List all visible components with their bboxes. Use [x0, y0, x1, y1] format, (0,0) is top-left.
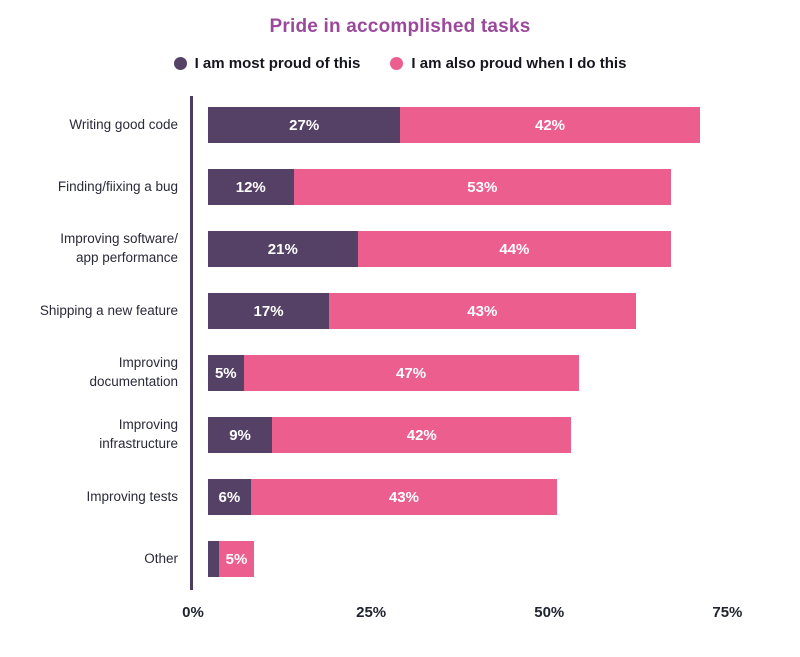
legend-item-most-proud: I am most proud of this [173, 55, 361, 72]
bar-track: 5% 47% [208, 355, 778, 391]
bar-value-label: 5% [214, 364, 237, 382]
x-axis: 0% 25% 50% 75% [182, 604, 763, 634]
category-label: Finding/fiixing a bug [57, 178, 178, 194]
bar-row: Improving software/ app performance 21% 44… [0, 218, 800, 280]
bar-segment-most-proud: 9% [208, 417, 273, 453]
bar-row: Writing good code 27% 42% [0, 94, 800, 156]
bar-track: 5% [208, 541, 778, 577]
bar-value-label: 9% [229, 426, 251, 444]
bar-segment-most-proud [208, 541, 219, 577]
bar-track: 21% 44% [208, 231, 778, 267]
category-label: Improving infrastructure [99, 417, 178, 451]
bar-row: Improving infrastructure 9% 42% [0, 404, 800, 466]
bar-segment-most-proud: 21% [208, 231, 358, 267]
bar-value-label: 43% [467, 302, 498, 320]
bar-segment-also-proud: 43% [250, 479, 558, 515]
bar-segment-most-proud: 17% [208, 293, 330, 329]
bar-value-label: 42% [534, 116, 566, 134]
bar-row: Finding/fiixing a bug 12% 53% [0, 156, 800, 218]
legend-label-also-proud: I am also proud when I do this [411, 55, 627, 72]
bar-segment-most-proud: 12% [208, 169, 294, 205]
bar-segment-most-proud: 6% [208, 479, 251, 515]
bar-segment-also-proud: 42% [400, 107, 700, 143]
bar-track: 27% 42% [208, 107, 778, 143]
x-axis-tick-label: 25% [356, 604, 387, 621]
bar-track: 9% 42% [208, 417, 778, 453]
y-axis-line [190, 96, 193, 590]
bar-row: Shipping a new feature 17% 43% [0, 280, 800, 342]
legend-item-also-proud: I am also proud when I do this [390, 55, 626, 72]
bar-row: Improving documentation 5% 47% [0, 342, 800, 404]
chart-title: Pride in accomplished tasks [269, 16, 531, 37]
bar-segment-also-proud: 5% [218, 541, 255, 577]
category-label: Writing good code [69, 116, 178, 132]
bar-value-label: 27% [289, 116, 320, 134]
bar-value-label: 44% [499, 240, 530, 258]
legend-label-most-proud: I am most proud of this [194, 55, 361, 72]
bar-segment-most-proud: 5% [208, 355, 244, 391]
bar-value-label: 43% [388, 488, 419, 506]
bar-value-label: 47% [396, 364, 427, 382]
bar-segment-also-proud: 43% [329, 293, 636, 329]
bar-value-label: 12% [235, 178, 266, 196]
x-axis-tick-label: 75% [712, 604, 743, 621]
x-axis-tick-label: 0% [182, 604, 204, 621]
category-label: Shipping a new feature [39, 302, 178, 318]
bar-value-label: 53% [467, 178, 498, 196]
bar-track: 12% 53% [208, 169, 778, 205]
bar-track: 17% 43% [208, 293, 778, 329]
legend-dot-also-proud-icon [390, 57, 404, 70]
chart-container: Pride in accomplished tasks I am most pr… [0, 16, 800, 634]
bar-row: Other 5% [0, 528, 800, 590]
bar-segment-also-proud: 42% [272, 417, 572, 453]
x-axis-tick-label: 50% [534, 604, 565, 621]
bar-value-label: 17% [253, 302, 284, 320]
bar-value-label: 42% [406, 426, 437, 444]
category-label: Improving documentation [89, 355, 178, 389]
bar-segment-also-proud: 44% [357, 231, 672, 267]
bar-row: Improving tests 6% 43% [0, 466, 800, 528]
bar-value-label: 21% [267, 240, 298, 258]
bar-track: 6% 43% [208, 479, 778, 515]
legend-dot-most-proud-icon [173, 57, 187, 70]
bar-segment-also-proud: 53% [293, 169, 672, 205]
category-label: Improving software/ app performance [60, 231, 178, 265]
bar-value-label: 6% [218, 488, 241, 506]
bar-segment-also-proud: 47% [243, 355, 579, 391]
plot-area: Writing good code 27% 42% Finding/fiixing a… [0, 94, 800, 590]
bar-segment-most-proud: 27% [208, 107, 401, 143]
category-label: Other [144, 550, 178, 566]
category-label: Improving tests [86, 488, 178, 504]
bar-value-label: 5% [225, 550, 248, 568]
legend: I am most proud of this I am also proud … [0, 55, 800, 72]
